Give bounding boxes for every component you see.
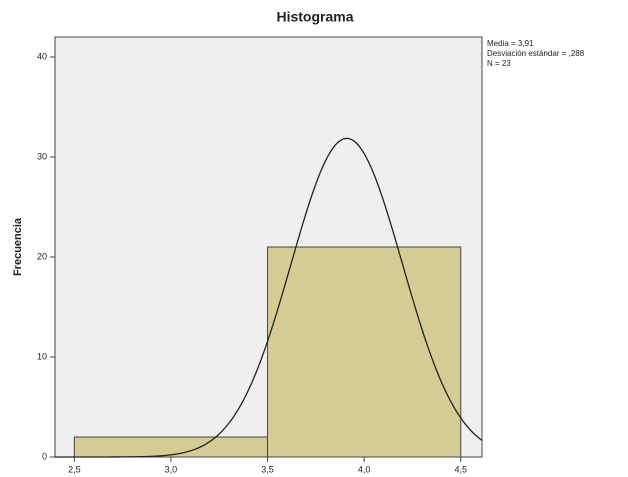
y-tick-label: 10 <box>37 351 47 361</box>
y-tick-label: 0 <box>42 451 47 461</box>
x-tick-label: 4,0 <box>358 464 371 474</box>
y-tick-label: 30 <box>37 151 47 161</box>
chart-title: Histograma <box>276 9 353 25</box>
x-tick-label: 4,5 <box>454 464 467 474</box>
y-tick-label: 20 <box>37 251 47 261</box>
stats-label: N = 23 <box>487 59 511 68</box>
x-tick-label: 3,0 <box>165 464 178 474</box>
y-axis-label: Frecuencia <box>12 217 24 276</box>
bar <box>73 436 269 458</box>
y-tick-label: 40 <box>37 51 47 61</box>
bar <box>267 246 462 458</box>
stats-label: Media = 3,91 <box>487 39 534 48</box>
x-tick-label: 3,5 <box>261 464 274 474</box>
stats-label: Desviación estándar = ,288 <box>487 49 585 58</box>
x-tick-label: 2,5 <box>68 464 81 474</box>
normal-curve <box>55 137 483 458</box>
